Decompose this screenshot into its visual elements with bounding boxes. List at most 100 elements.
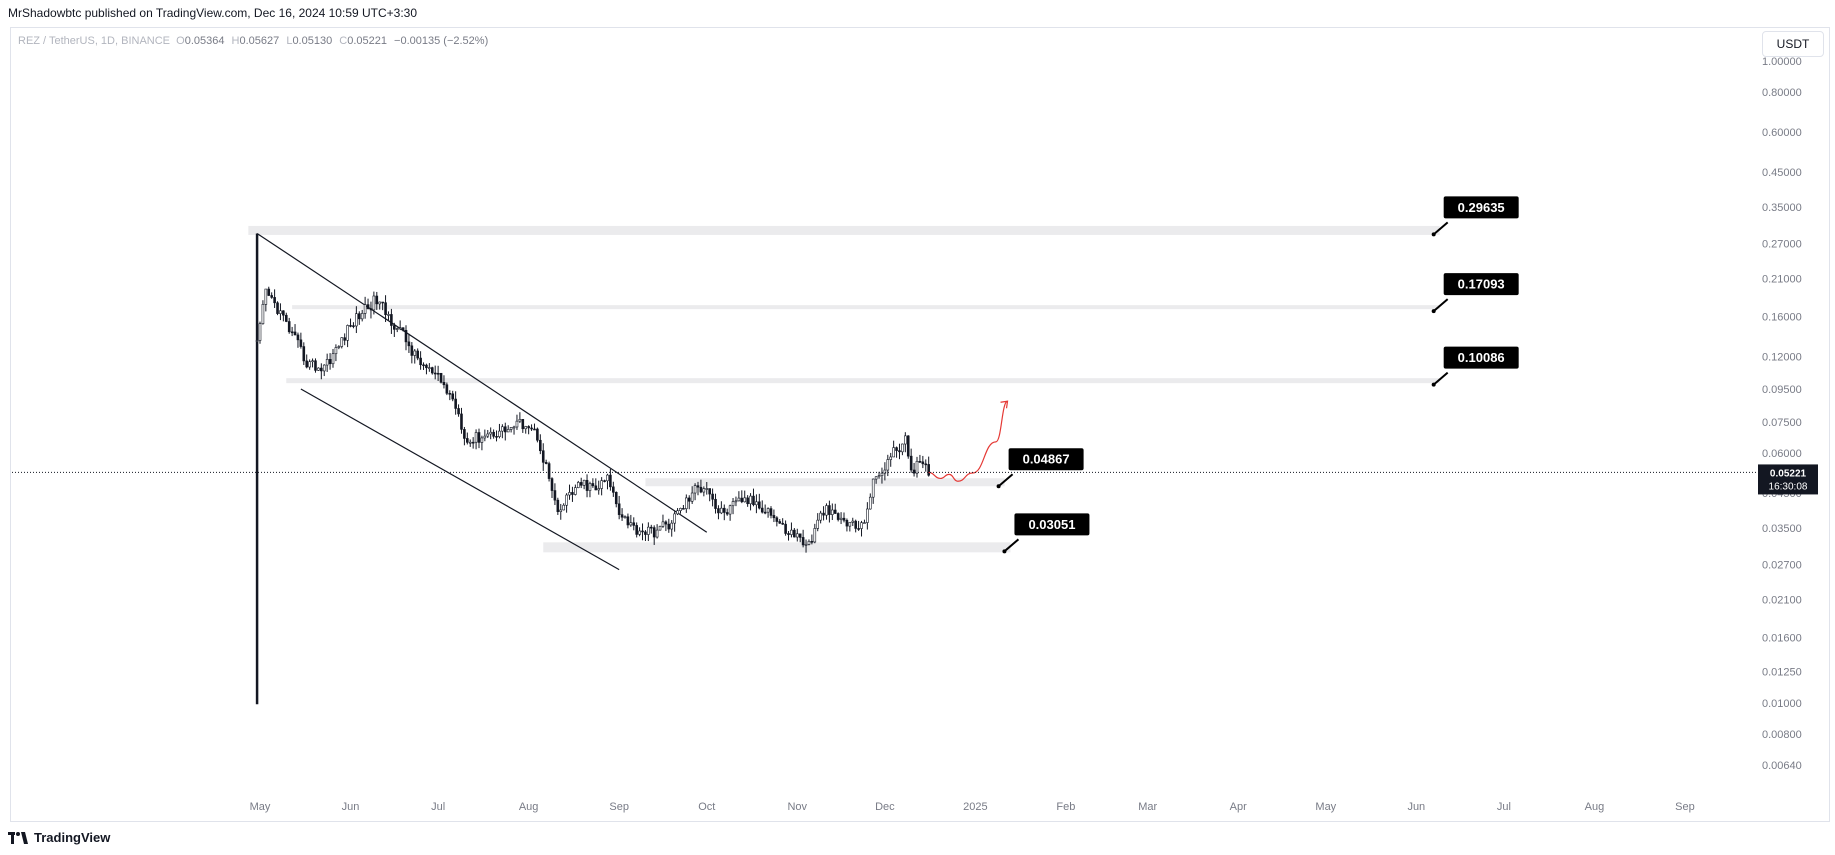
level-zone — [292, 305, 1440, 310]
candle-down — [585, 479, 589, 491]
candle-up — [676, 510, 679, 515]
candle-down — [722, 507, 726, 513]
candle-down — [906, 435, 910, 457]
candle-up — [816, 519, 820, 529]
candle-up — [311, 360, 314, 363]
candle-up — [790, 529, 793, 535]
level-callout-box — [1443, 273, 1519, 296]
candle-down — [787, 533, 790, 535]
candle-down — [463, 429, 466, 439]
open-value: 0.05364 — [184, 35, 225, 47]
candle-down — [442, 382, 446, 386]
candle-down — [822, 512, 825, 516]
watermark-text: TradingView — [34, 830, 111, 845]
candle-up — [255, 340, 259, 342]
candle-up — [568, 492, 571, 496]
candle-down — [898, 450, 901, 453]
candle-up — [807, 541, 811, 545]
candle-down — [909, 455, 913, 471]
candle-down — [369, 308, 373, 311]
candle-down — [454, 398, 457, 409]
candle-down — [293, 331, 297, 336]
candle-up — [398, 327, 402, 330]
candle-up — [813, 528, 817, 543]
candle-down — [547, 463, 551, 479]
high-label: H — [231, 35, 240, 47]
candle-up — [468, 441, 472, 444]
level-callout-box — [1443, 346, 1519, 369]
candle-down — [912, 469, 916, 474]
candle-down — [854, 520, 857, 529]
candle-up — [825, 505, 828, 516]
candle-down — [375, 295, 379, 305]
candle-up — [355, 313, 358, 327]
open-label: O — [176, 35, 185, 47]
candle-up — [670, 522, 674, 530]
time-tick-label: Sep — [609, 801, 629, 813]
candle-down — [612, 486, 615, 493]
candle-down — [530, 427, 533, 430]
bar-countdown: 16:30:08 — [1769, 481, 1808, 492]
candle-down — [477, 432, 481, 443]
time-tick-label: 2025 — [963, 801, 987, 813]
candle-up — [795, 533, 799, 538]
candle-up — [258, 323, 262, 341]
current-price-tag — [1758, 464, 1818, 495]
candle-up — [839, 517, 843, 520]
candle-up — [804, 544, 808, 546]
candle-up — [501, 426, 504, 432]
level-zone — [248, 225, 1440, 235]
candle-down — [828, 505, 831, 515]
price-axis: 1.00000 0.80000 0.60000 0.45000 0.35000 0.270… — [1762, 56, 1802, 772]
level-zones — [248, 225, 1440, 553]
candle-up — [322, 364, 326, 372]
candle-down — [451, 393, 455, 400]
candle-up — [877, 475, 881, 478]
price-tick-label: 0.00800 — [1762, 729, 1802, 741]
time-tick-label: Mar — [1138, 801, 1157, 813]
candle-down — [699, 486, 703, 493]
candle-down — [708, 488, 711, 495]
tradingview-watermark[interactable]: TradingView — [8, 830, 110, 845]
price-tick-label: 1.00000 — [1762, 56, 1802, 68]
candle-down — [384, 302, 387, 315]
time-tick-label: Oct — [698, 801, 715, 813]
candle-down — [553, 490, 557, 501]
candle-down — [594, 485, 598, 491]
candle-down — [626, 516, 630, 526]
candle-up — [863, 522, 866, 524]
candle-down — [381, 301, 384, 304]
candle-down — [696, 485, 700, 488]
callout-anchor-dot — [1002, 549, 1007, 554]
time-tick-label: May — [250, 801, 271, 813]
candle-up — [515, 420, 519, 428]
symbol-legend[interactable]: REZ / TetherUS, 1D, BINANCE O0.05364 H0.… — [18, 35, 492, 47]
candle-down — [614, 492, 618, 505]
candle-down — [810, 541, 814, 543]
currency-button[interactable]: USDT — [1762, 31, 1824, 57]
candle-down — [287, 321, 291, 333]
candle-up — [673, 513, 676, 524]
candle-up — [524, 426, 528, 430]
candle-down — [682, 508, 685, 510]
time-tick-label: Aug — [519, 801, 539, 813]
candle-down — [641, 530, 644, 533]
candle-down — [466, 438, 469, 443]
candle-down — [436, 372, 440, 375]
candle-up — [562, 504, 565, 511]
candle-up — [597, 488, 601, 491]
candle-down — [644, 531, 647, 535]
candle-up — [629, 522, 633, 526]
candle-up — [886, 459, 890, 471]
candle-down — [550, 478, 554, 491]
candle-up — [705, 488, 709, 490]
candle-down — [842, 517, 846, 521]
candle-up — [871, 478, 875, 498]
level-callout-box — [1014, 513, 1090, 536]
level-callout-box — [1008, 448, 1084, 471]
candle-down — [352, 325, 355, 327]
candle-down — [778, 521, 782, 524]
candle-down — [711, 493, 714, 500]
candle-down — [620, 514, 624, 518]
